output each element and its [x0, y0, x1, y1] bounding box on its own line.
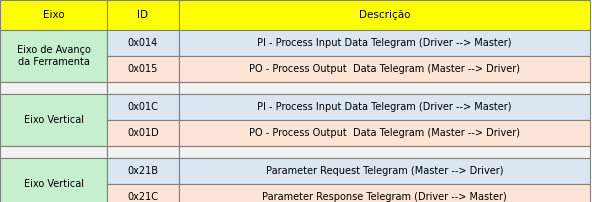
Text: Parameter Response Telegram (Driver --> Master): Parameter Response Telegram (Driver --> … [262, 192, 507, 202]
Bar [179, 56, 590, 82]
Bar [179, 94, 590, 120]
Text: 0x21B: 0x21B [127, 166, 159, 176]
Text: Eixo Vertical: Eixo Vertical [24, 115, 83, 125]
Bar [107, 82, 179, 94]
Bar [107, 56, 179, 82]
Bar [179, 120, 590, 146]
Text: Eixo: Eixo [43, 10, 65, 20]
Bar [107, 94, 179, 120]
Bar [107, 184, 179, 202]
Text: 0x01D: 0x01D [127, 128, 159, 138]
Bar [179, 146, 590, 158]
Bar [0, 146, 107, 158]
Text: PI - Process Input Data Telegram (Driver --> Master): PI - Process Input Data Telegram (Driver… [258, 102, 511, 112]
Text: 0x014: 0x014 [128, 38, 158, 48]
Bar [179, 184, 590, 202]
Bar [0, 82, 107, 94]
Text: Parameter Request Telegram (Master --> Driver): Parameter Request Telegram (Master --> D… [266, 166, 503, 176]
Text: 0x21C: 0x21C [127, 192, 159, 202]
Text: PO - Process Output  Data Telegram (Master --> Driver): PO - Process Output Data Telegram (Maste… [249, 128, 520, 138]
Bar [0, 0, 107, 30]
Bar [179, 158, 590, 184]
Bar [0, 158, 107, 202]
Text: PO - Process Output  Data Telegram (Master --> Driver): PO - Process Output Data Telegram (Maste… [249, 64, 520, 74]
Text: 0x015: 0x015 [128, 64, 158, 74]
Bar [107, 30, 179, 56]
Text: Descrição: Descrição [359, 10, 410, 20]
Bar [107, 158, 179, 184]
Bar [107, 0, 179, 30]
Bar [107, 146, 179, 158]
Text: ID: ID [137, 10, 149, 20]
Text: PI - Process Input Data Telegram (Driver --> Master): PI - Process Input Data Telegram (Driver… [258, 38, 511, 48]
Bar [179, 0, 590, 30]
Bar [179, 30, 590, 56]
Bar [107, 120, 179, 146]
Bar [179, 82, 590, 94]
Bar [0, 30, 107, 82]
Bar [0, 94, 107, 146]
Text: Eixo Vertical: Eixo Vertical [24, 179, 83, 189]
Text: 0x01C: 0x01C [127, 102, 159, 112]
Text: Eixo de Avanço
da Ferramenta: Eixo de Avanço da Ferramenta [17, 45, 91, 67]
